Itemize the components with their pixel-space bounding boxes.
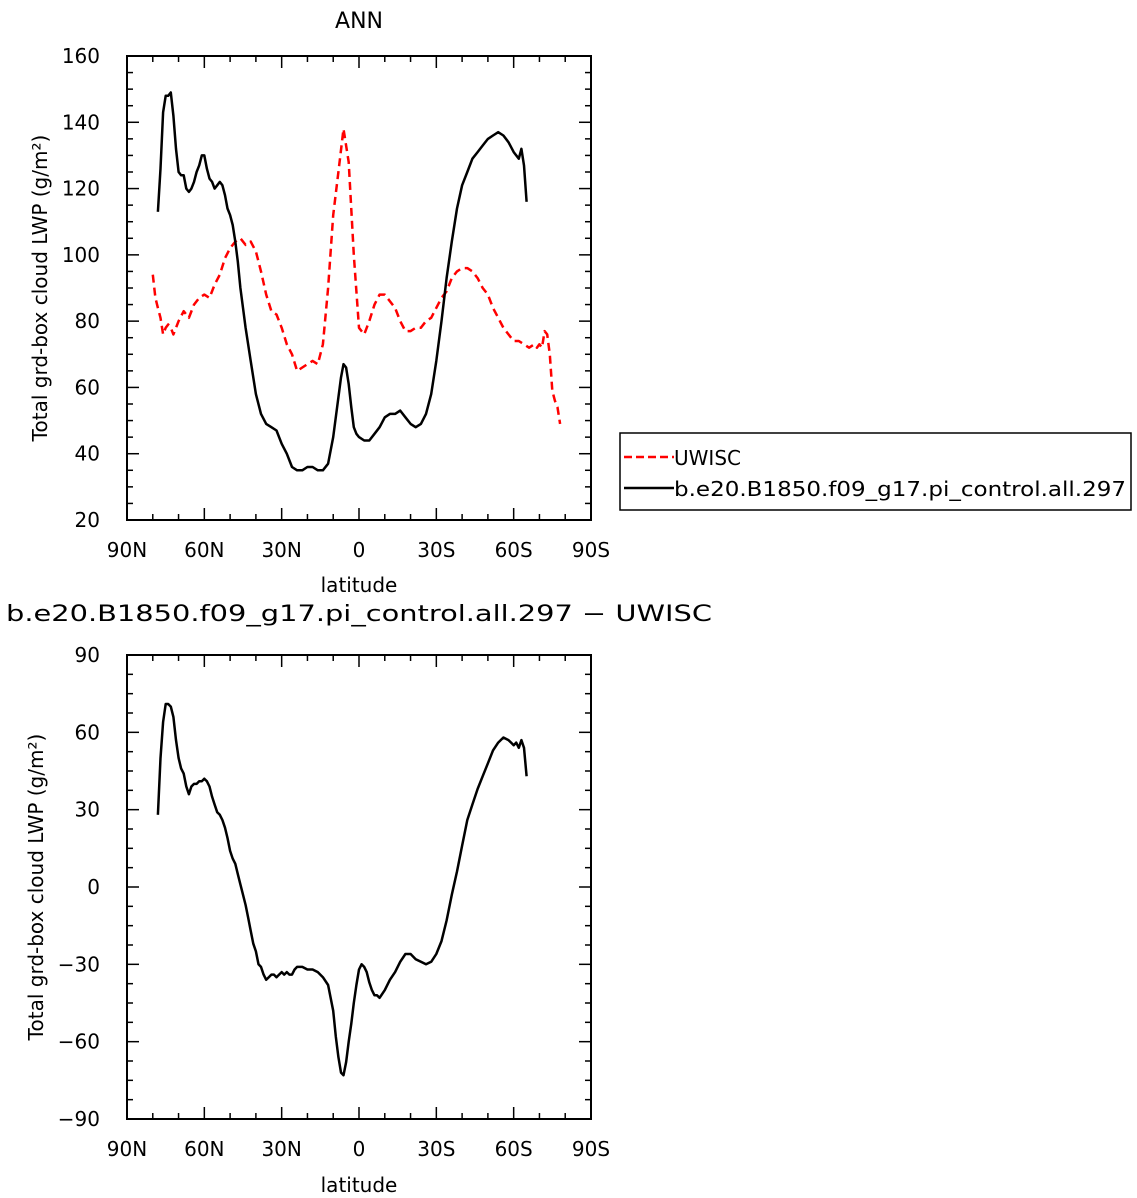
x-tick-label: 60S xyxy=(495,1137,533,1161)
y-tick-label: 100 xyxy=(62,243,100,267)
panel-top-y-tick-labels: 20 40 60 80 100 120 140 160 xyxy=(62,44,100,532)
y-tick-label: 140 xyxy=(62,110,100,134)
y-tick-label: 120 xyxy=(62,177,100,201)
y-tick-label: 160 xyxy=(62,44,100,68)
panel-bottom-frame xyxy=(126,654,592,1120)
y-tick-label: −30 xyxy=(58,952,100,976)
x-tick-label: 0 xyxy=(353,538,366,562)
x-tick-label: 30N xyxy=(261,1137,301,1161)
panel-bottom-ticks xyxy=(126,654,592,1120)
y-tick-label: −90 xyxy=(58,1107,100,1131)
x-tick-label: 60N xyxy=(184,1137,224,1161)
panel-top-x-axis-label: latitude xyxy=(321,573,398,597)
y-tick-label: 30 xyxy=(75,798,100,822)
panel-top-title: ANN xyxy=(335,9,383,34)
panel-top-chart: ANN 20 40 60 80 100 120 140 160 90N 60N 30N 0 30S 60… xyxy=(28,9,610,597)
panel-bottom-y-tick-labels: −90 −60 −30 0 30 60 90 xyxy=(58,643,100,1131)
x-tick-label: 90S xyxy=(572,1137,610,1161)
x-tick-label: 30S xyxy=(417,538,455,562)
x-tick-label: 90S xyxy=(572,538,610,562)
panel-top-x-tick-labels: 90N 60N 30N 0 30S 60S 90S xyxy=(107,538,610,562)
series-line-panel-bottom-difference xyxy=(156,702,528,1077)
x-tick-label: 0 xyxy=(353,1137,366,1161)
panel-bottom-x-axis-label: latitude xyxy=(321,1173,398,1197)
panel-bottom-lines xyxy=(156,702,528,1077)
legend-label-uwisc: UWISC xyxy=(674,446,741,470)
legend: UWISC b.e20.B1850.f09_g17.pi_control.all… xyxy=(619,432,1132,511)
legend-label-model: b.e20.B1850.f09_g17.pi_control.all.297 xyxy=(674,477,1126,501)
y-tick-label: 80 xyxy=(75,309,100,333)
series-line-uwisc xyxy=(151,127,562,425)
y-tick-label: −60 xyxy=(58,1030,100,1054)
x-tick-label: 30N xyxy=(261,538,301,562)
y-tick-label: 20 xyxy=(75,508,100,532)
panel-top-y-axis-label: Total grd-box cloud LWP (g/m²) xyxy=(28,135,52,443)
panel-bottom-chart: b.e20.B1850.f09_g17.pi_control.all.297 −… xyxy=(6,602,712,1197)
x-tick-label: 60S xyxy=(495,538,533,562)
legend-box xyxy=(619,432,1132,511)
y-tick-label: 90 xyxy=(75,643,100,667)
panel-bottom-title: b.e20.B1850.f09_g17.pi_control.all.297 −… xyxy=(6,602,712,627)
y-tick-label: 60 xyxy=(75,375,100,399)
x-tick-label: 60N xyxy=(184,538,224,562)
panel-top-lines xyxy=(151,91,562,472)
x-tick-label: 90N xyxy=(107,1137,147,1161)
panel-top-frame xyxy=(126,55,592,521)
series-line-b-e20-b1850-f09-g17-pi-control-all-297 xyxy=(156,91,528,472)
y-tick-label: 0 xyxy=(87,875,100,899)
x-tick-label: 30S xyxy=(417,1137,455,1161)
y-tick-label: 60 xyxy=(75,720,100,744)
panel-bottom-x-tick-labels: 90N 60N 30N 0 30S 60S 90S xyxy=(107,1137,610,1161)
panel-bottom-y-axis-label: Total grd-box cloud LWP (g/m²) xyxy=(24,734,48,1042)
x-tick-label: 90N xyxy=(107,538,147,562)
y-tick-label: 40 xyxy=(75,442,100,466)
panel-top-ticks xyxy=(126,55,592,521)
